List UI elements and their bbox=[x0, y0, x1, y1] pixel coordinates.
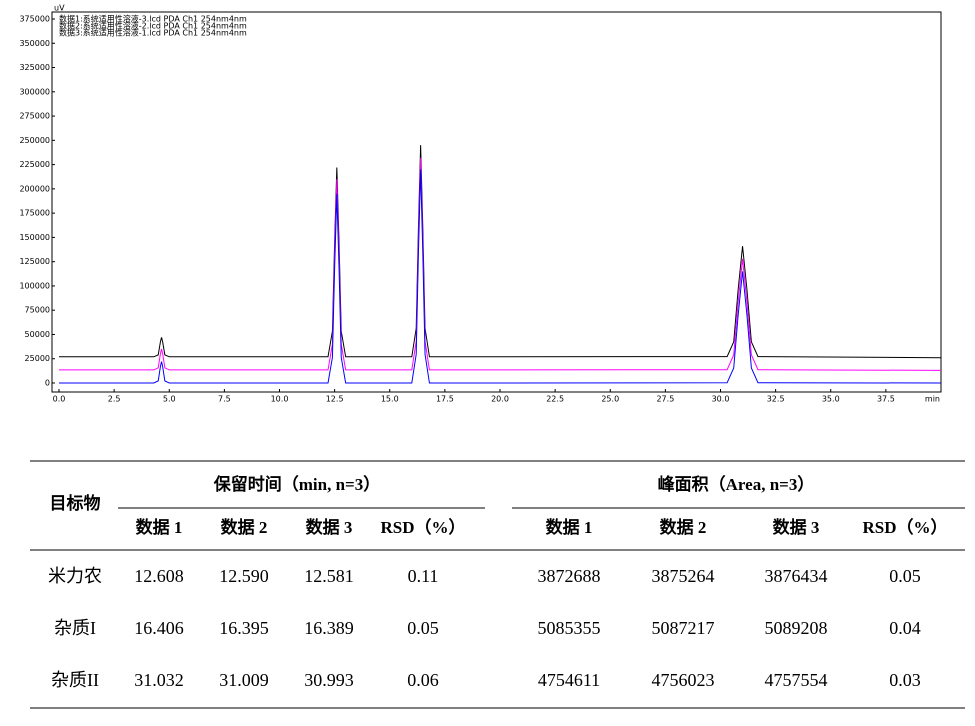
y-tick-label: 25000 bbox=[25, 354, 50, 363]
table-cell: 4757554 bbox=[765, 670, 828, 690]
table-cell: 3872688 bbox=[538, 566, 601, 586]
x-tick-label: 30.0 bbox=[712, 395, 730, 404]
y-tick-label: 100000 bbox=[19, 281, 50, 290]
y-tick-label: 300000 bbox=[19, 87, 50, 96]
column-header: 数据 1 bbox=[136, 517, 183, 537]
column-header: 数据 3 bbox=[306, 517, 353, 537]
column-header: 数据 1 bbox=[546, 517, 593, 537]
x-tick-label: 0.0 bbox=[53, 395, 66, 404]
table-cell: 0.05 bbox=[889, 566, 921, 586]
column-header: RSD（%） bbox=[862, 517, 947, 537]
x-tick-label: 15.0 bbox=[381, 395, 399, 404]
table-cell: 12.581 bbox=[304, 566, 354, 586]
column-header: 数据 3 bbox=[773, 517, 820, 537]
row-header: 目标物 bbox=[50, 493, 101, 513]
table-cell: 30.993 bbox=[304, 670, 354, 690]
table-cell: 4754611 bbox=[538, 670, 600, 690]
trace bbox=[59, 169, 942, 384]
trace bbox=[59, 157, 942, 371]
table-cell: 16.389 bbox=[304, 618, 354, 638]
column-header: 数据 2 bbox=[221, 517, 268, 537]
y-tick-label: 50000 bbox=[25, 330, 50, 339]
y-tick-label: 0 bbox=[45, 379, 50, 388]
column-header: RSD（%） bbox=[380, 517, 465, 537]
table-cell: 米力农 bbox=[48, 566, 102, 586]
table-cell: 0.06 bbox=[407, 670, 439, 690]
x-tick-label: 37.5 bbox=[877, 395, 895, 404]
x-tick-label: 10.0 bbox=[271, 395, 289, 404]
table-cell: 3875264 bbox=[652, 566, 715, 586]
x-tick-label: 25.0 bbox=[601, 395, 619, 404]
table-cell: 杂质I bbox=[54, 618, 96, 638]
x-tick-label: 35.0 bbox=[822, 395, 840, 404]
y-tick-label: 350000 bbox=[19, 39, 50, 48]
group-header: 峰面积（Area, n=3） bbox=[658, 474, 815, 494]
x-tick-label: 7.5 bbox=[218, 395, 231, 404]
table-cell: 12.590 bbox=[219, 566, 269, 586]
legend-entry: 数据1:系统适用性溶液-3.lcd PDA Ch1 254nm4nm bbox=[59, 14, 247, 24]
table-cell: 31.009 bbox=[219, 670, 269, 690]
y-tick-label: 200000 bbox=[19, 184, 50, 193]
x-tick-label: 22.5 bbox=[546, 395, 564, 404]
table-cell: 0.11 bbox=[408, 566, 439, 586]
x-tick-label: 27.5 bbox=[656, 395, 674, 404]
legend-entry: 数据3:系统适用性溶液-1.lcd PDA Ch1 254nm4nm bbox=[59, 28, 247, 38]
x-tick-label: 17.5 bbox=[436, 395, 454, 404]
x-tick-label: 20.0 bbox=[491, 395, 509, 404]
y-tick-label: 75000 bbox=[25, 306, 50, 315]
y-tick-label: 325000 bbox=[19, 63, 50, 72]
table-cell: 5087217 bbox=[652, 618, 715, 638]
x-tick-label: 2.5 bbox=[108, 395, 121, 404]
y-tick-label: 225000 bbox=[19, 160, 50, 169]
table-cell: 0.03 bbox=[889, 670, 921, 690]
table-cell: 4756023 bbox=[652, 670, 715, 690]
table-cell: 3876434 bbox=[765, 566, 828, 586]
table-cell: 12.608 bbox=[134, 566, 184, 586]
y-tick-label: 250000 bbox=[19, 136, 50, 145]
plot-frame bbox=[51, 11, 942, 393]
y-tick-label: 375000 bbox=[19, 15, 50, 24]
table-cell: 5085355 bbox=[538, 618, 601, 638]
group-header: 保留时间（min, n=3） bbox=[213, 474, 380, 494]
table-cell: 16.406 bbox=[134, 618, 184, 638]
legend-entry: 数据2:系统适用性溶液-2.lcd PDA Ch1 254nm4nm bbox=[59, 21, 247, 31]
y-tick-label: 150000 bbox=[19, 233, 50, 242]
table-cell: 0.05 bbox=[407, 618, 439, 638]
y-tick-label: 125000 bbox=[19, 257, 50, 266]
table-cell: 5089208 bbox=[765, 618, 828, 638]
trace bbox=[59, 145, 942, 359]
table-cell: 杂质II bbox=[51, 670, 99, 690]
x-unit: min bbox=[925, 395, 940, 404]
y-unit: uV bbox=[54, 4, 65, 13]
x-tick-label: 5.0 bbox=[163, 395, 176, 404]
y-tick-label: 175000 bbox=[19, 209, 50, 218]
table-cell: 31.032 bbox=[134, 670, 184, 690]
column-header: 数据 2 bbox=[660, 517, 707, 537]
table-cell: 16.395 bbox=[219, 618, 269, 638]
x-tick-label: 12.5 bbox=[326, 395, 344, 404]
table-cell: 0.04 bbox=[889, 618, 921, 638]
x-tick-label: 32.5 bbox=[767, 395, 785, 404]
y-tick-label: 275000 bbox=[19, 112, 50, 121]
